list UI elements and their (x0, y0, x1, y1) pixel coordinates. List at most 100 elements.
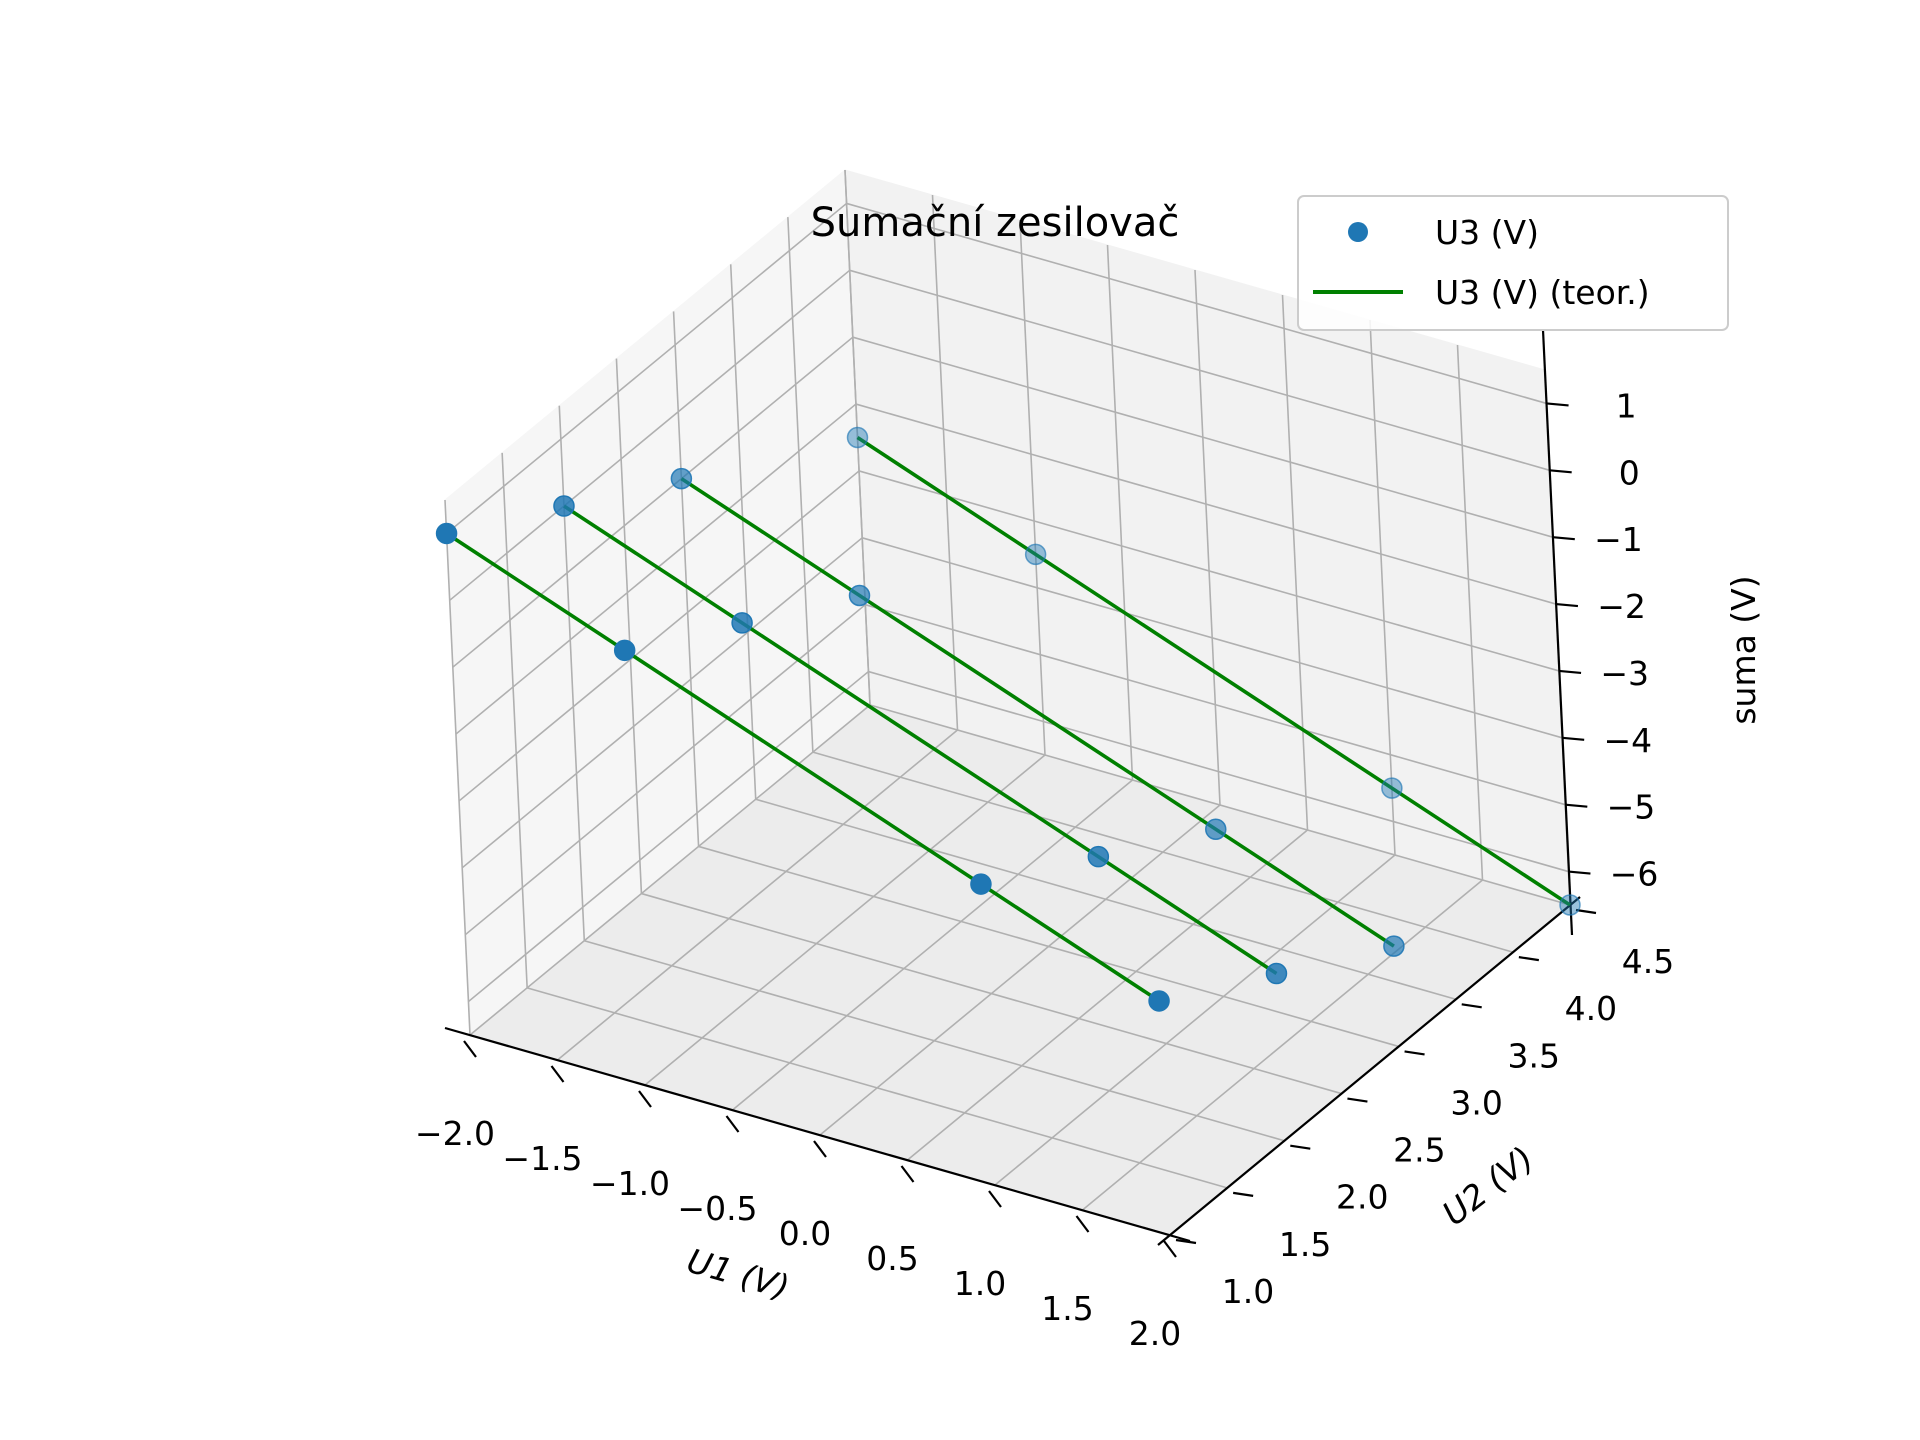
grid-line-y (698, 845, 1399, 1048)
legend-box (1297, 195, 1729, 331)
z-tick (1555, 602, 1579, 608)
y-tick-label: 1.0 (1222, 1272, 1274, 1311)
chart-title: Sumační zesilovač (811, 200, 1180, 246)
grid-line-x (1456, 344, 1484, 881)
data-point (1148, 990, 1170, 1012)
y-tick (1404, 1050, 1425, 1056)
legend-label-line: U3 (V) (teor.) (1435, 273, 1650, 312)
x-tick (988, 1190, 1002, 1208)
x-axis-line (444, 1026, 1191, 1243)
x-tick (1075, 1215, 1090, 1233)
grid-line-z (846, 202, 1547, 405)
z-tick (1546, 402, 1569, 407)
x-tick-label: 1.5 (1041, 1289, 1093, 1328)
x-tick (638, 1090, 652, 1108)
z-tick (1549, 469, 1572, 474)
grid-line-z (852, 336, 1554, 538)
x-tick-label: 2.0 (1129, 1314, 1181, 1353)
z-axis-label: suma (V) (1724, 575, 1763, 724)
legend-marker-scatter (1348, 222, 1368, 242)
grid-line-y (755, 798, 1456, 1001)
y-tick (1347, 1097, 1368, 1103)
grid-line-z (861, 537, 1563, 739)
x-tick (725, 1115, 740, 1133)
data-point (1205, 818, 1227, 840)
grid-line-y (444, 499, 471, 1036)
data-point (553, 495, 575, 517)
grid-line-z (461, 537, 863, 869)
grid-line-x (1281, 294, 1309, 831)
x-axis-label: U1 (V) (683, 1241, 794, 1307)
legend-label-scatter: U3 (V) (1435, 213, 1539, 252)
grid-line-z (449, 269, 851, 601)
grid-line-x (994, 854, 1396, 1186)
grid-line-x (556, 729, 959, 1061)
data-point (1265, 962, 1288, 985)
x-tick (813, 1140, 827, 1158)
y-tick (1518, 956, 1540, 962)
z-tick-label: 0 (1619, 453, 1640, 492)
grid-line-y (615, 358, 643, 894)
grid-line-y (672, 311, 700, 847)
grid-line-x (819, 804, 1221, 1136)
theory-line (445, 531, 1161, 1003)
data-point (613, 639, 636, 662)
z-tick-label: −4 (1604, 721, 1653, 760)
x-tick-label: 0.0 (779, 1214, 831, 1253)
data-point (1087, 845, 1110, 868)
z-tick (1568, 870, 1591, 875)
x-tick-label: −1.0 (590, 1164, 670, 1203)
grid-line-y (812, 751, 1514, 953)
x-tick-label: 0.5 (866, 1239, 918, 1278)
y-tick (1232, 1191, 1254, 1197)
x-tick (463, 1040, 477, 1058)
grid-line-y (729, 264, 757, 800)
grid-line-z (855, 403, 1557, 605)
theory-line (856, 435, 1571, 907)
x-tick-label: −1.5 (502, 1139, 582, 1178)
grid-line-z (858, 470, 1560, 672)
y-tick-label: 4.0 (1565, 989, 1617, 1028)
x-tick (1163, 1240, 1177, 1258)
grid-line-x (1081, 879, 1484, 1211)
data-point (970, 873, 992, 895)
y-axis-line (1157, 896, 1581, 1246)
grid-line-y (558, 405, 586, 941)
z-axis-line (1541, 329, 1574, 936)
x-tick-label: −0.5 (677, 1189, 757, 1228)
z-tick-label: −5 (1607, 788, 1656, 827)
y-tick-label: 2.0 (1336, 1178, 1388, 1217)
grid-line-z (452, 336, 854, 668)
grid-line-z (458, 470, 860, 802)
y-tick-label: 2.5 (1393, 1131, 1445, 1170)
grid-line-x (1369, 319, 1396, 856)
grid-line-x (644, 754, 1046, 1086)
theory-line (562, 504, 1278, 976)
grid-line-x (931, 194, 959, 731)
grid-line-z (849, 269, 1550, 472)
grid-line-y (526, 987, 1228, 1189)
y-tick-label: 1.5 (1279, 1225, 1331, 1264)
x-tick (900, 1165, 915, 1183)
z-tick (1562, 736, 1585, 741)
data-point (1381, 777, 1403, 799)
grid-line-z (868, 670, 1569, 873)
data-point (435, 522, 458, 545)
legend: U3 (V) U3 (V) (teor.) (1297, 195, 1729, 331)
grid-line-y (641, 892, 1342, 1095)
grid-line-z (446, 202, 848, 535)
grid-line-y (787, 217, 814, 753)
z-tick (1552, 536, 1575, 541)
grid-line-x (1106, 244, 1134, 781)
grid-line-y (869, 704, 1571, 906)
z-tick-label: −6 (1610, 855, 1659, 894)
data-point (1559, 894, 1581, 916)
y-axis-label: U2 (V) (1435, 1139, 1541, 1234)
y-tick-label: 3.0 (1450, 1083, 1502, 1122)
grid-line-z (467, 670, 869, 1003)
z-tick-label: −1 (1594, 520, 1643, 559)
grid-line-x (906, 829, 1309, 1161)
grid-line-y (584, 939, 1285, 1142)
y-tick (1290, 1144, 1311, 1150)
